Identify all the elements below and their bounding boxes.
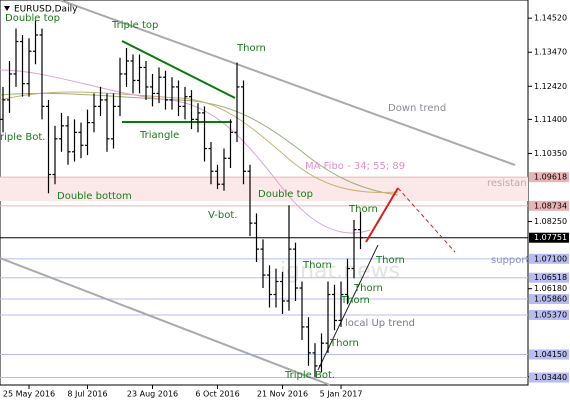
annotation: Double bottom — [57, 191, 132, 202]
annotation: MA Fibo - 34; 55; 89 — [305, 161, 405, 172]
channel-top — [59, 0, 516, 166]
level-tag — [529, 294, 569, 305]
projection — [397, 187, 456, 253]
y-tick-label: 1.13470 — [534, 48, 567, 57]
projection — [365, 187, 399, 243]
y-tick-label: 1.11400 — [534, 115, 567, 124]
channel-bottom — [0, 257, 331, 386]
annotation: Thorn — [329, 338, 359, 349]
annotation: local Up trend — [345, 318, 415, 329]
x-tick-label: 21 Nov 2016 — [257, 390, 308, 399]
annotation: Thorn — [348, 204, 378, 215]
level-tag — [529, 309, 569, 320]
price-bars — [0, 20, 363, 378]
level-tag — [529, 372, 569, 383]
level-label: 1.05370 — [534, 310, 567, 319]
annotation: support — [491, 255, 529, 266]
level-tag — [529, 349, 569, 360]
annotation: resistan — [487, 178, 527, 189]
level-label: 1.08734 — [534, 201, 567, 210]
x-tick-label: 8 Jul 2016 — [67, 390, 107, 399]
level-label: 1.07751 — [534, 233, 567, 242]
annotation: riple Bot. — [0, 132, 45, 143]
annotation: Triangle — [139, 130, 179, 141]
x-tick-label: 25 May 2016 — [3, 390, 55, 399]
level-label: 1.05860 — [534, 295, 567, 304]
level-tag — [529, 172, 569, 183]
ma-line — [0, 92, 399, 196]
level-label: 1.07100 — [534, 254, 567, 263]
annotation: Triple top — [111, 20, 158, 31]
triangle-line — [121, 40, 236, 99]
x-tick-label: 23 Aug 2016 — [127, 390, 178, 399]
level-tag — [529, 200, 569, 211]
watermark: ignat.news — [280, 259, 400, 284]
level-lines — [0, 176, 528, 379]
annotation: Thorn — [375, 255, 405, 266]
annotation: Thorn — [340, 295, 370, 306]
x-tick-label: 5 Jan 2017 — [320, 390, 363, 399]
ma-line — [0, 91, 399, 193]
y-tick-label: 1.10350 — [534, 149, 567, 158]
level-tag — [529, 272, 569, 283]
level-label: 1.06518 — [534, 273, 567, 282]
annotation: Double top — [258, 189, 313, 200]
level-tag — [529, 253, 569, 264]
title-icon — [4, 6, 10, 11]
level-label: 1.04150 — [534, 350, 567, 359]
annotation: V-bot. — [208, 210, 237, 221]
y-tick-label: 1.08250 — [534, 217, 567, 226]
level-tag — [529, 232, 569, 243]
annotation: Double top — [5, 13, 60, 24]
annotation: Down trend — [388, 103, 446, 114]
y-tick-label: 1.12420 — [534, 82, 567, 91]
level-label: 1.03440 — [534, 373, 567, 382]
chart-title: EURUSD,Daily — [14, 5, 78, 15]
annotation: Triple Bot. — [284, 370, 335, 381]
level-label: 1.09618 — [534, 173, 567, 182]
annotation: Thorn — [353, 283, 383, 294]
annotation: Thorn — [302, 260, 332, 271]
ma-line — [0, 69, 371, 234]
x-tick-label: 6 Oct 2016 — [195, 390, 239, 399]
annotation: Thorn — [236, 43, 266, 54]
y-tick-label: 1.14520 — [534, 14, 567, 23]
resistance-zone — [0, 177, 528, 201]
y-tick-label: 1.06180 — [534, 284, 567, 293]
